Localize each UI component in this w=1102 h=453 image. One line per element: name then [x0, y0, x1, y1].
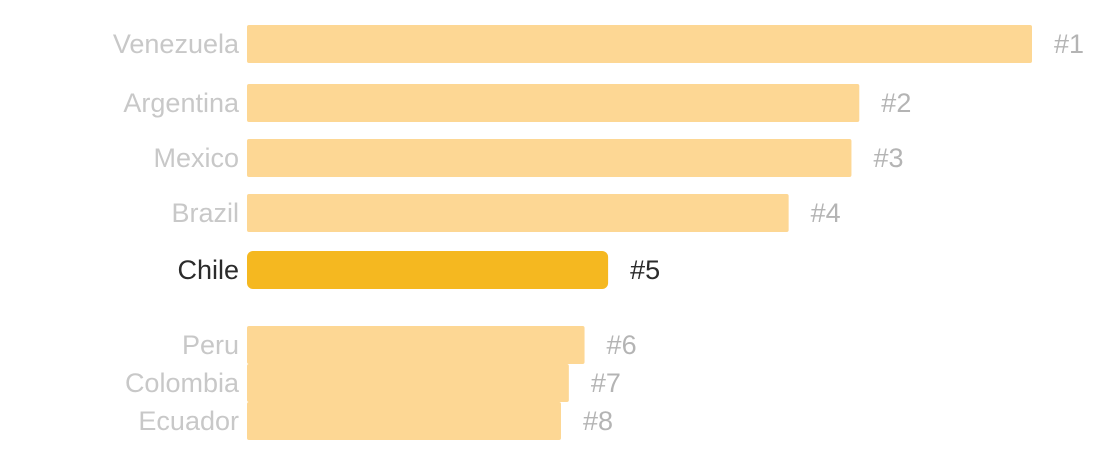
labels-layer: Venezuela #1 Argentina #2 Mexico #3 Brazil #4 Ch… [113, 29, 1084, 436]
rank-label-brazil: #4 [811, 198, 841, 228]
category-label-chile: Chile [177, 255, 239, 285]
category-label-brazil: Brazil [171, 198, 239, 228]
rank-label-chile: #5 [630, 255, 660, 285]
rank-label-mexico: #3 [873, 143, 903, 173]
rank-label-argentina: #2 [881, 88, 911, 118]
rank-label-venezuela: #1 [1054, 29, 1084, 59]
bar-brazil [247, 194, 789, 232]
category-label-argentina: Argentina [123, 88, 240, 118]
rank-label-ecuador: #8 [583, 406, 613, 436]
bar-peru [247, 326, 585, 364]
category-label-mexico: Mexico [153, 143, 239, 173]
category-label-peru: Peru [182, 330, 239, 360]
bar-chile [247, 251, 609, 289]
category-label-colombia: Colombia [125, 368, 240, 398]
bars-layer [247, 25, 1032, 440]
rank-label-colombia: #7 [591, 368, 621, 398]
category-label-venezuela: Venezuela [113, 29, 240, 59]
bar-colombia [247, 364, 569, 402]
bar-argentina [247, 84, 860, 122]
category-label-ecuador: Ecuador [138, 406, 239, 436]
bar-venezuela [247, 25, 1032, 63]
rank-label-peru: #6 [607, 330, 637, 360]
bar-mexico [247, 139, 852, 177]
bar-ecuador [247, 402, 561, 440]
